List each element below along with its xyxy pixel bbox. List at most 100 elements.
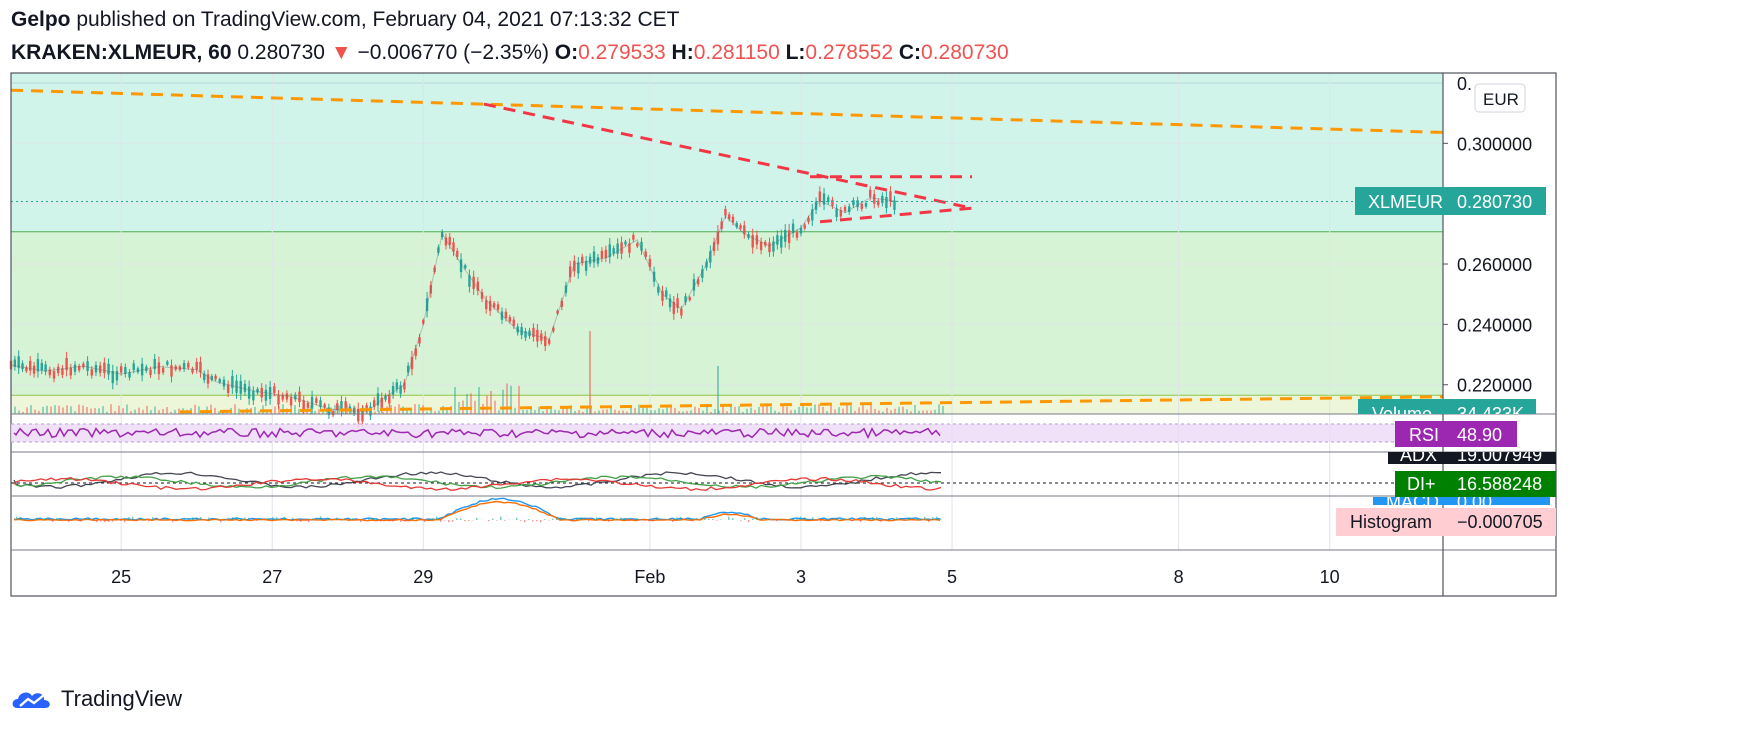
volume-bar xyxy=(698,407,700,414)
x-tick-label: 10 xyxy=(1320,567,1340,587)
candle-body xyxy=(822,193,826,205)
candle-body xyxy=(174,366,177,370)
histogram-bar xyxy=(564,518,566,520)
histogram-bar xyxy=(528,519,530,520)
histogram-bar xyxy=(716,520,718,521)
volume-bar xyxy=(758,406,760,414)
candle-body xyxy=(119,366,123,373)
volume-bar xyxy=(870,405,872,414)
histogram-bar xyxy=(400,520,402,522)
tradingview-footer[interactable]: TradingView xyxy=(11,686,182,712)
candle-body xyxy=(814,201,818,210)
volume-bar xyxy=(562,405,564,414)
volume-bar xyxy=(526,409,528,414)
candle-body xyxy=(403,382,406,390)
rsi-value: 48.90 xyxy=(1457,425,1502,445)
rsi-band xyxy=(11,424,1443,442)
candle-body xyxy=(440,231,444,238)
candle-body xyxy=(107,363,110,375)
candle-body xyxy=(256,388,259,393)
candle-body xyxy=(668,298,672,308)
candle-body xyxy=(410,357,414,370)
histogram-bar xyxy=(180,520,182,521)
volume-bar xyxy=(370,410,372,414)
histogram-bar xyxy=(100,520,102,522)
volume-bar xyxy=(630,405,632,414)
candle-body xyxy=(319,400,322,408)
histogram-bar xyxy=(384,518,386,520)
author-name[interactable]: Gelpo xyxy=(11,8,71,31)
histogram-bar xyxy=(108,520,110,522)
histogram-bar xyxy=(620,517,622,520)
candle-body xyxy=(315,398,318,404)
candle-body xyxy=(877,200,880,206)
histogram-bar xyxy=(820,520,822,522)
candle-body xyxy=(111,370,114,384)
candle-body xyxy=(799,227,803,234)
histogram-bar xyxy=(232,517,234,520)
candle-body xyxy=(764,241,767,246)
close-value: 0.280730 xyxy=(921,41,1009,64)
histogram-bar xyxy=(236,517,238,520)
last-price-badge-value: 0.280730 xyxy=(1457,192,1532,212)
volume-bar xyxy=(622,410,624,414)
histogram-bar xyxy=(916,517,918,520)
histogram-bar xyxy=(256,520,258,521)
histogram-bar xyxy=(56,517,58,520)
currency-button[interactable]: EUR xyxy=(1474,83,1526,113)
volume-bar xyxy=(566,407,568,414)
histogram-bar xyxy=(912,520,914,521)
candle-body xyxy=(524,331,527,338)
volume-bar xyxy=(266,411,268,414)
histogram-bar xyxy=(928,520,930,523)
candle-body xyxy=(178,366,182,371)
candle-body xyxy=(310,396,314,409)
candle-body xyxy=(532,327,535,338)
volume-bar xyxy=(418,404,420,414)
volume-bar xyxy=(94,408,96,414)
chart-frame xyxy=(10,72,1557,597)
candle-body xyxy=(869,189,872,197)
candle-body xyxy=(512,319,515,326)
candle-body xyxy=(747,234,750,238)
candle-body xyxy=(528,330,531,337)
candle-body xyxy=(149,369,152,376)
volume-bar xyxy=(810,407,812,414)
histogram-bar xyxy=(880,520,882,522)
volume-bar xyxy=(906,409,908,414)
candle-body xyxy=(791,223,795,233)
volume-bar xyxy=(658,408,660,414)
candle-body xyxy=(604,249,608,258)
volume-bar xyxy=(770,406,772,414)
candle-body xyxy=(716,231,720,245)
price-tick-label: 0.260000 xyxy=(1457,255,1532,275)
candle-body xyxy=(203,373,206,381)
pattern-line-3 xyxy=(819,206,973,224)
volume-bar xyxy=(550,408,552,414)
histogram-bar xyxy=(852,520,854,521)
adx-line xyxy=(13,471,942,489)
candle-body xyxy=(344,401,347,410)
candle-body xyxy=(709,251,712,263)
histogram-bar xyxy=(272,517,274,520)
candle-body xyxy=(182,362,186,369)
volume-bar xyxy=(702,410,704,414)
volume-bar xyxy=(82,405,84,414)
histogram-bar xyxy=(612,517,614,520)
price-tick-label: 0.300000 xyxy=(1457,134,1532,154)
candle-body xyxy=(588,256,592,264)
volume-bar xyxy=(214,407,216,414)
volume-bar xyxy=(62,407,64,414)
histogram-bar xyxy=(96,520,98,523)
histogram-bar xyxy=(660,519,662,520)
histogram-bar xyxy=(656,517,658,520)
histogram-bar xyxy=(448,520,450,523)
candle-body xyxy=(731,216,735,223)
volume-bar xyxy=(790,410,792,414)
histogram-bar xyxy=(748,520,750,523)
candle-body xyxy=(459,259,463,273)
histogram-bar xyxy=(196,517,198,520)
candle-body xyxy=(268,386,272,399)
candle-body xyxy=(128,372,131,378)
